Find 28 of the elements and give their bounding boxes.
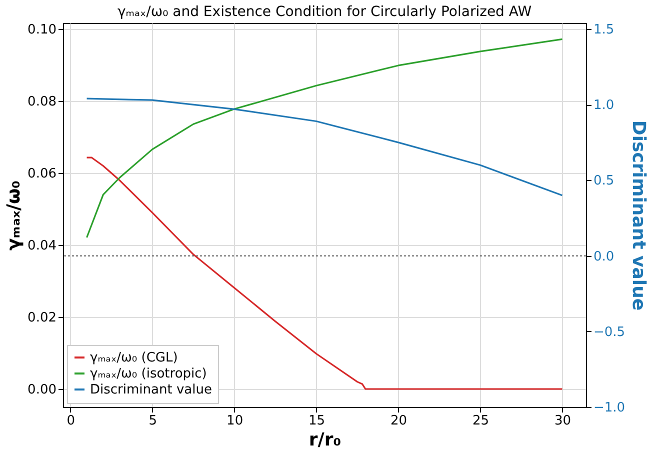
chart-title: γₘₐₓ/ω₀ and Existence Condition for Circularly Polarized AW <box>117 4 532 20</box>
y-tick-label: 0.06 <box>28 166 56 182</box>
y2-tick-label: −0.5 <box>594 324 626 340</box>
y-tick-label: 0.00 <box>28 382 56 398</box>
legend-label: Discriminant value <box>90 382 212 398</box>
y2-tick-label: 0.0 <box>594 249 614 264</box>
x-tick-label: 0 <box>66 414 76 428</box>
legend-label: γₘₐₓ/ω₀ (isotropic) <box>90 366 207 382</box>
y2-tick-label: 1.0 <box>594 98 614 114</box>
y-tick-label: 0.10 <box>28 22 56 38</box>
y2-tick-label: −1.0 <box>594 400 626 416</box>
y-tick-label: 0.08 <box>28 94 56 110</box>
y2-axis-title: Discriminant value <box>628 120 650 311</box>
x-tick-label: 20 <box>390 414 408 428</box>
x-tick-label: 5 <box>148 414 157 428</box>
y2-tick-label: 0.5 <box>594 174 614 189</box>
x-tick-label: 25 <box>472 414 490 428</box>
y-tick-label: 0.04 <box>28 238 56 254</box>
line-series <box>86 38 564 238</box>
x-tick-label: 15 <box>308 414 326 428</box>
x-axis-title: r/r₀ <box>308 430 342 450</box>
y-axis-title: γₘₐₓ/ω₀ <box>4 180 25 250</box>
y2-tick-label: 1.5 <box>594 22 614 38</box>
x-tick-label: 30 <box>554 414 571 428</box>
legend-label: γₘₐₓ/ω₀ (CGL) <box>90 350 178 366</box>
x-tick-label: 10 <box>226 414 244 428</box>
y-tick-label: 0.02 <box>28 310 56 326</box>
line-series <box>86 98 564 196</box>
